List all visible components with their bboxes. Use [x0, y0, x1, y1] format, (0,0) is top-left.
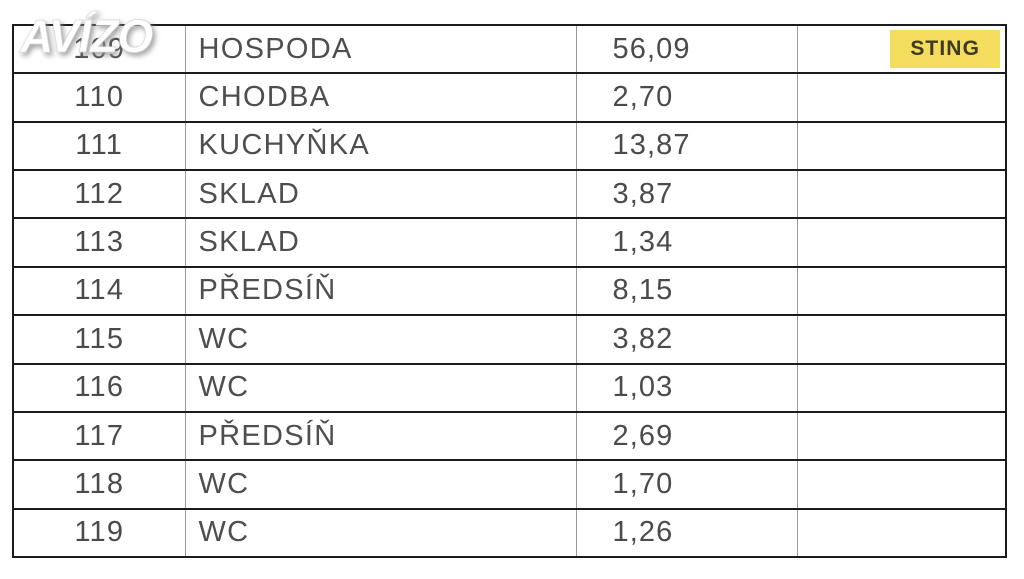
room-number-cell: 116: [12, 362, 186, 413]
table-row: 119 WC 1,26: [12, 507, 1007, 558]
room-tag-cell: [796, 362, 1007, 413]
room-name-cell: SKLAD: [184, 217, 577, 268]
room-tag-cell: STING: [796, 23, 1007, 75]
room-tag-cell: [796, 169, 1007, 220]
room-tag-cell: [796, 507, 1007, 558]
room-area-cell: 1,70: [575, 459, 798, 510]
room-number-cell: 118: [12, 459, 186, 510]
room-area-cell: 56,09: [575, 23, 798, 75]
status-badge: STING: [890, 30, 1000, 69]
room-tag-cell: [796, 120, 1007, 172]
room-number-cell: 114: [12, 265, 186, 317]
table-row: 110 CHODBA 2,70: [12, 72, 1007, 123]
room-number-cell: 110: [12, 72, 186, 123]
table-row: 109 HOSPODA 56,09 STING: [12, 23, 1007, 75]
room-name-cell: WC: [184, 459, 577, 510]
room-tag-cell: [796, 410, 1007, 462]
room-area-cell: 2,69: [575, 410, 798, 462]
room-number-cell: 111: [12, 120, 186, 172]
room-name-cell: WC: [184, 507, 577, 558]
room-area-cell: 2,70: [575, 72, 798, 123]
room-number-cell: 119: [12, 507, 186, 558]
room-number-cell: 109: [12, 23, 186, 75]
room-number-cell: 117: [12, 410, 186, 462]
room-area-cell: 13,87: [575, 120, 798, 172]
room-tag-cell: [796, 217, 1007, 268]
room-name-cell: PŘEDSÍŇ: [184, 410, 577, 462]
room-tag-cell: [796, 72, 1007, 123]
room-schedule-table-body: 109 HOSPODA 56,09 STING 110 CHODBA 2,70 111 KUCH…: [12, 23, 1007, 558]
room-tag-cell: [796, 265, 1007, 317]
room-area-cell: 1,34: [575, 217, 798, 268]
room-tag-cell: [796, 459, 1007, 510]
room-tag-cell: [796, 314, 1007, 365]
room-name-cell: SKLAD: [184, 169, 577, 220]
table-row: 112 SKLAD 3,87: [12, 169, 1007, 220]
table-row: 113 SKLAD 1,34: [12, 217, 1007, 268]
room-number-cell: 113: [12, 217, 186, 268]
table-row: 114 PŘEDSÍŇ 8,15: [12, 265, 1007, 317]
room-name-cell: HOSPODA: [184, 23, 577, 75]
room-name-cell: CHODBA: [184, 72, 577, 123]
table-row: 116 WC 1,03: [12, 362, 1007, 413]
table-row: 117 PŘEDSÍŇ 2,69: [12, 410, 1007, 462]
room-name-cell: KUCHYŇKA: [184, 120, 577, 172]
room-name-cell: PŘEDSÍŇ: [184, 265, 577, 317]
room-number-cell: 115: [12, 314, 186, 365]
room-schedule-table: 109 HOSPODA 56,09 STING 110 CHODBA 2,70 111 KUCH…: [12, 23, 1007, 558]
room-area-cell: 3,82: [575, 314, 798, 365]
room-area-cell: 1,03: [575, 362, 798, 413]
table-row: 111 KUCHYŇKA 13,87: [12, 120, 1007, 172]
room-area-cell: 3,87: [575, 169, 798, 220]
table-row: 118 WC 1,70: [12, 459, 1007, 510]
room-name-cell: WC: [184, 314, 577, 365]
room-number-cell: 112: [12, 169, 186, 220]
room-area-cell: 1,26: [575, 507, 798, 558]
room-area-cell: 8,15: [575, 265, 798, 317]
table-row: 115 WC 3,82: [12, 314, 1007, 365]
room-name-cell: WC: [184, 362, 577, 413]
